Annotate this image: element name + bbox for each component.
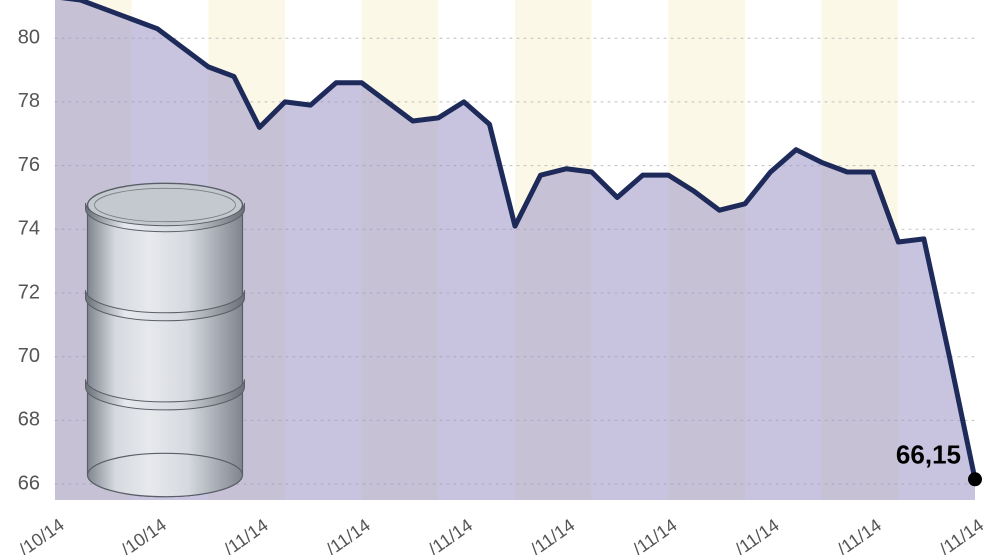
final-point-marker [968,472,982,486]
y-tick-label: 78 [18,90,40,112]
oil-barrel-icon [85,183,246,496]
y-tick-label: 66 [18,472,40,494]
y-tick-label: 80 [18,26,40,48]
oil-price-chart: 666870727476788066,15/10/14/10/14/11/14/… [0,0,987,555]
y-tick-label: 72 [18,281,40,303]
y-tick-label: 76 [18,154,40,176]
y-tick-label: 70 [18,345,40,367]
y-tick-label: 68 [18,409,40,431]
chart-svg: 666870727476788066,15/10/14/10/14/11/14/… [0,0,987,555]
final-value-label: 66,15 [896,439,961,469]
y-tick-label: 74 [18,218,40,240]
